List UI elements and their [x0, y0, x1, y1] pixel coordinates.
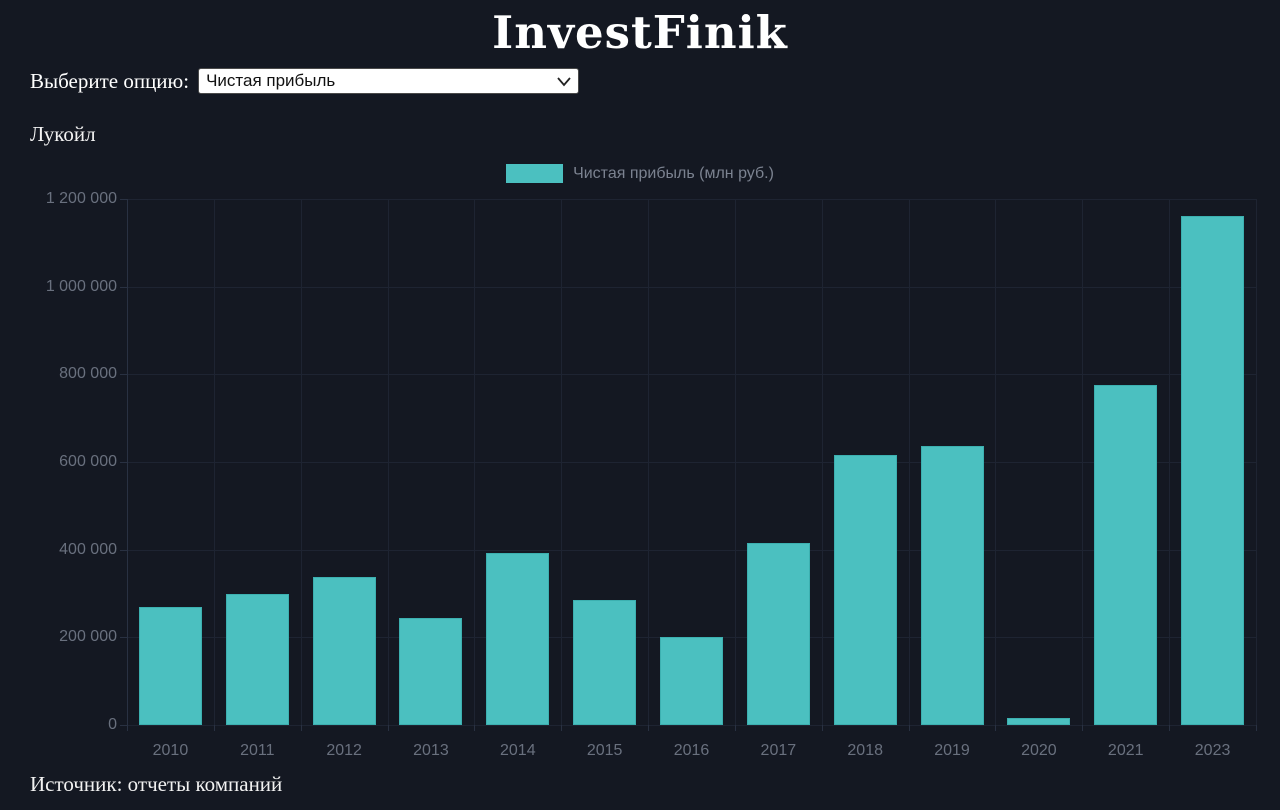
y-gridline: [127, 462, 1256, 463]
x-axis-tick-label: 2023: [1194, 742, 1231, 759]
y-gridline: [127, 549, 1256, 551]
x-gridline: [648, 199, 650, 725]
x-axis-tick-label: 2015: [586, 742, 623, 759]
bar[interactable]: [920, 445, 984, 725]
x-axis-tick-label: 2020: [1021, 742, 1057, 759]
bar[interactable]: [312, 577, 376, 725]
legend-item[interactable]: Чистая прибыль (млн руб.): [506, 164, 774, 183]
x-axis-tick-label: 2017: [760, 742, 797, 759]
x-axis-tick-label: 2011: [240, 742, 275, 759]
x-gridline: [734, 199, 736, 725]
x-axis-tick-label: 2016: [673, 742, 710, 759]
y-axis-tick-label: 200 000: [59, 628, 117, 646]
bar[interactable]: [399, 618, 463, 725]
y-axis-tick-label: 400 000: [59, 540, 117, 558]
y-tick-mark: [120, 637, 127, 639]
bar[interactable]: [1181, 215, 1245, 725]
x-tick-mark: [387, 725, 389, 731]
bar[interactable]: [1094, 384, 1158, 725]
x-tick-mark: [821, 725, 823, 731]
y-tick-mark: [120, 286, 127, 288]
x-tick-mark: [300, 725, 302, 731]
bar[interactable]: [660, 636, 723, 725]
legend-label: Чистая прибыль (млн руб.): [573, 164, 774, 182]
x-tick-mark: [908, 725, 910, 731]
x-gridline: [561, 199, 563, 725]
x-tick-mark: [474, 725, 476, 731]
legend-color-swatch: [506, 164, 564, 183]
y-gridline: [127, 374, 1256, 376]
y-axis-tick-label: 600 000: [59, 453, 117, 470]
bar[interactable]: [746, 543, 810, 725]
x-gridline: [387, 199, 389, 725]
y-tick-mark: [120, 549, 127, 551]
x-gridline: [1256, 199, 1257, 725]
x-tick-mark: [1082, 725, 1084, 731]
company-name: Лукойл: [30, 122, 96, 146]
source-note: Источник: отчеты компаний: [30, 772, 283, 796]
y-tick-mark: [120, 199, 127, 200]
x-axis-tick-label: 2019: [934, 742, 970, 759]
select-option-label: Выберите опцию:: [30, 68, 190, 93]
x-tick-mark: [648, 725, 650, 731]
x-axis-tick-label: 2014: [500, 742, 536, 759]
y-tick-mark: [120, 462, 127, 463]
x-gridline: [1082, 199, 1084, 725]
x-tick-mark: [1256, 725, 1257, 731]
chart-legend: Чистая прибыль (млн руб.): [0, 164, 1280, 183]
metric-controls: Выберите опцию: Чистая прибыль: [30, 68, 580, 94]
y-tick-mark: [120, 725, 127, 726]
x-gridline: [213, 199, 215, 725]
y-axis-border: [127, 199, 128, 725]
y-tick-mark: [120, 374, 127, 376]
bar[interactable]: [1007, 717, 1071, 725]
bar[interactable]: [138, 607, 202, 725]
y-gridline: [127, 199, 1256, 200]
site-title: InvestFinik: [492, 6, 788, 59]
x-axis-tick-label: 2013: [413, 742, 449, 759]
y-gridline: [127, 725, 1256, 726]
y-axis-tick-label: 0: [108, 716, 117, 733]
x-gridline: [300, 199, 302, 725]
x-gridline: [908, 199, 910, 725]
y-gridline: [127, 286, 1256, 288]
x-tick-mark: [995, 725, 997, 731]
y-axis-tick-label: 1 200 000: [45, 190, 117, 207]
y-axis-tick-label: 800 000: [59, 365, 117, 383]
x-tick-mark: [561, 725, 563, 731]
x-tick-mark: [734, 725, 736, 731]
x-axis-tick-label: 2010: [152, 742, 189, 759]
metric-select[interactable]: Чистая прибыль: [198, 68, 580, 94]
x-gridline: [995, 199, 997, 725]
x-tick-mark: [1169, 725, 1171, 731]
bar[interactable]: [573, 600, 637, 725]
x-gridline: [1169, 199, 1171, 725]
bar[interactable]: [833, 454, 897, 725]
x-gridline: [821, 199, 823, 725]
x-axis-tick-label: 2012: [326, 742, 362, 759]
bar[interactable]: [486, 553, 550, 725]
x-gridline: [474, 199, 476, 725]
y-axis-tick-label: 1 000 000: [45, 277, 117, 295]
x-tick-mark: [127, 725, 128, 731]
x-axis-tick-label: 2018: [847, 742, 883, 759]
x-axis-tick-label: 2021: [1107, 742, 1144, 759]
metric-select-wrap: Чистая прибыль: [198, 68, 580, 94]
bar[interactable]: [225, 593, 289, 725]
x-tick-mark: [213, 725, 215, 731]
